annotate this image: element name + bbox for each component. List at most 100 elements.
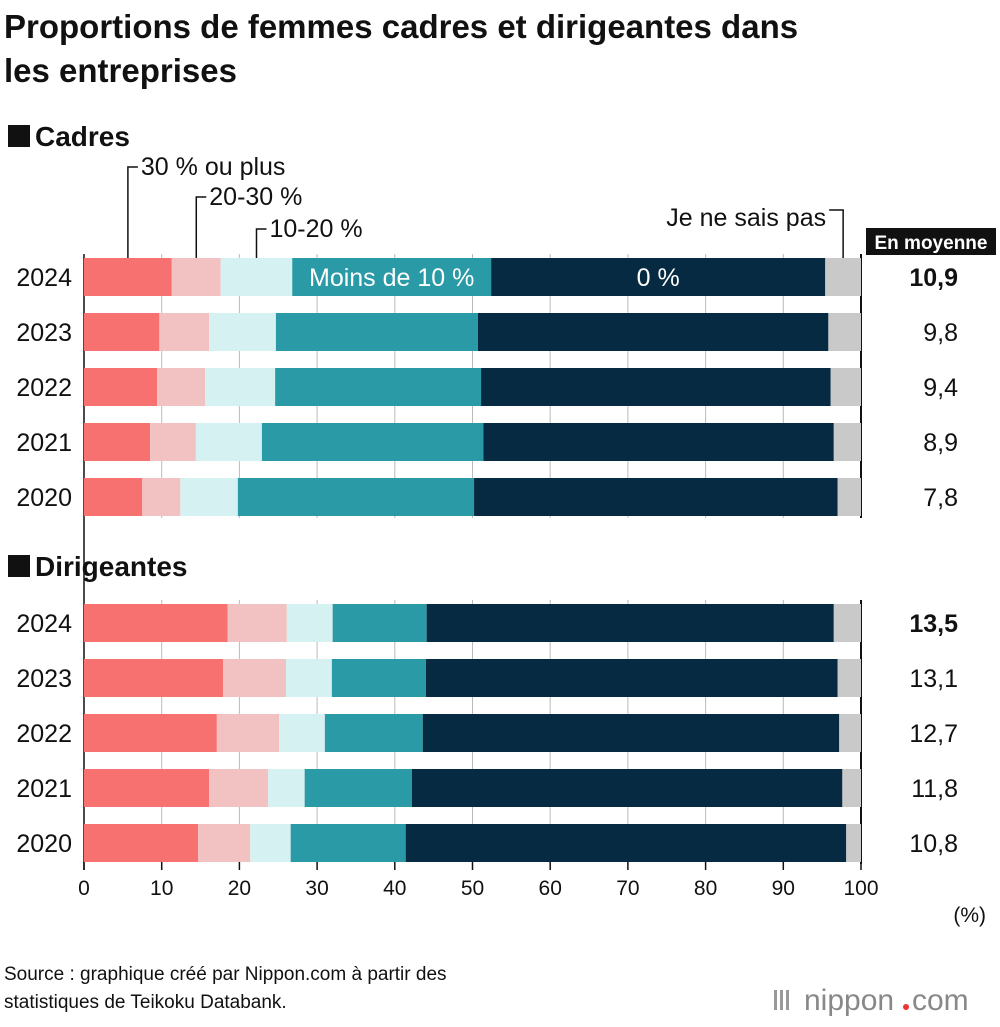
y-category-label: 2021 (16, 775, 72, 803)
x-tick-label: 60 (539, 877, 562, 900)
bar-segment-4 (290, 824, 406, 862)
average-value: 10,8 (909, 830, 958, 858)
x-tick-label: 0 (78, 877, 90, 900)
bar-segment-2 (209, 769, 269, 807)
bar-segment-1 (84, 368, 158, 406)
source-line-1: Source : graphique créé par Nippon.com à… (4, 964, 447, 985)
bar-segment-4 (261, 423, 484, 461)
legend-label: 10-20 % (269, 215, 362, 243)
x-tick-label: 80 (694, 877, 717, 900)
y-category-label: 2020 (16, 484, 72, 512)
average-value: 9,4 (923, 374, 958, 402)
x-tick-label: 70 (616, 877, 639, 900)
bar-segment-2 (227, 604, 287, 642)
y-category-label: 2023 (16, 319, 72, 347)
bar-segment-5 (405, 824, 847, 862)
bar-segment-4 (275, 313, 478, 351)
bar-segment-1 (84, 313, 160, 351)
average-value: 7,8 (923, 484, 958, 512)
legend-leader-line (127, 166, 138, 258)
bar-segment-3 (195, 423, 262, 461)
legend-label: 20-30 % (209, 183, 302, 211)
x-axis-label: (%) (953, 904, 986, 927)
legend-label: Je ne sais pas (666, 204, 826, 232)
bar-segment-1 (84, 714, 217, 752)
y-category-label: 2020 (16, 830, 72, 858)
x-tick-label: 10 (150, 877, 173, 900)
average-value: 11,8 (911, 775, 958, 803)
bar-segment-6 (842, 769, 861, 807)
bar-segment-4 (324, 714, 423, 752)
bar-segment-2 (198, 824, 251, 862)
x-tick-label: 20 (228, 877, 251, 900)
bar-segment-3 (220, 258, 293, 296)
svg-text:com: com (912, 984, 969, 1017)
bar-segment-1 (84, 769, 210, 807)
bar-segment-3 (268, 769, 305, 807)
bar-segment-4 (332, 604, 427, 642)
chart-title-line-2: les entreprises (4, 52, 237, 89)
bar-segment-2 (159, 313, 210, 351)
bar-segment-1 (84, 824, 199, 862)
average-value: 13,1 (909, 665, 958, 693)
bar-segment-6 (833, 604, 861, 642)
bar-segment-3 (250, 824, 291, 862)
bar-segment-5 (425, 659, 838, 697)
bar-segment-6 (828, 313, 861, 351)
legend-leader-line (829, 209, 844, 258)
average-value: 12,7 (909, 720, 958, 748)
bar-segment-5 (422, 714, 840, 752)
bar-segment-2 (171, 258, 221, 296)
bar-segment-6 (846, 824, 861, 862)
y-category-label: 2024 (16, 264, 72, 292)
x-tick-label: 50 (461, 877, 484, 900)
legend-label-inside: Moins de 10 % (309, 264, 474, 292)
bar-segment-6 (839, 714, 861, 752)
bar-segment-6 (837, 478, 861, 516)
bar-segment-3 (209, 313, 276, 351)
y-category-label: 2022 (16, 720, 72, 748)
y-category-label: 2021 (16, 429, 72, 457)
bar-segment-2 (142, 478, 181, 516)
chart-title-line-1: Proportions de femmes cadres et dirigean… (4, 8, 798, 45)
bar-segment-5 (426, 604, 834, 642)
bar-segment-3 (279, 714, 325, 752)
bar-segment-1 (84, 659, 224, 697)
bar-segment-5 (481, 368, 831, 406)
bar-segment-1 (84, 478, 143, 516)
bar-segment-2 (223, 659, 287, 697)
x-tick-label: 100 (843, 877, 878, 900)
y-category-label: 2023 (16, 665, 72, 693)
bar-segment-6 (830, 368, 861, 406)
bar-segment-4 (331, 659, 426, 697)
bar-segment-3 (205, 368, 276, 406)
panel-title: Dirigeantes (35, 551, 188, 582)
bar-segment-6 (825, 258, 861, 296)
y-category-label: 2022 (16, 374, 72, 402)
panel-title: Cadres (35, 121, 130, 152)
bar-segment-4 (304, 769, 412, 807)
nippon-logo: nippon com (774, 984, 969, 1017)
bar-segment-3 (180, 478, 238, 516)
bar-segment-4 (292, 258, 492, 296)
bar-segment-5 (411, 769, 843, 807)
bar-segment-2 (157, 368, 206, 406)
svg-text:nippon: nippon (804, 984, 894, 1017)
average-header: En moyenne (875, 233, 988, 254)
panel-marker-icon (8, 125, 30, 147)
bar-segment-5 (477, 313, 829, 351)
bar-segment-5 (483, 423, 834, 461)
bar-segment-2 (150, 423, 196, 461)
x-tick-label: 90 (772, 877, 795, 900)
bar-segment-6 (837, 659, 861, 697)
average-value: 9,8 (923, 319, 958, 347)
bar-segment-3 (286, 659, 332, 697)
legend-label: 30 % ou plus (141, 153, 286, 181)
bar-segment-4 (275, 368, 482, 406)
legend-label-inside: 0 % (637, 264, 680, 292)
bar-segment-1 (84, 258, 172, 296)
bar-segment-1 (84, 423, 151, 461)
bar-segment-5 (491, 258, 826, 296)
bar-segment-6 (833, 423, 861, 461)
